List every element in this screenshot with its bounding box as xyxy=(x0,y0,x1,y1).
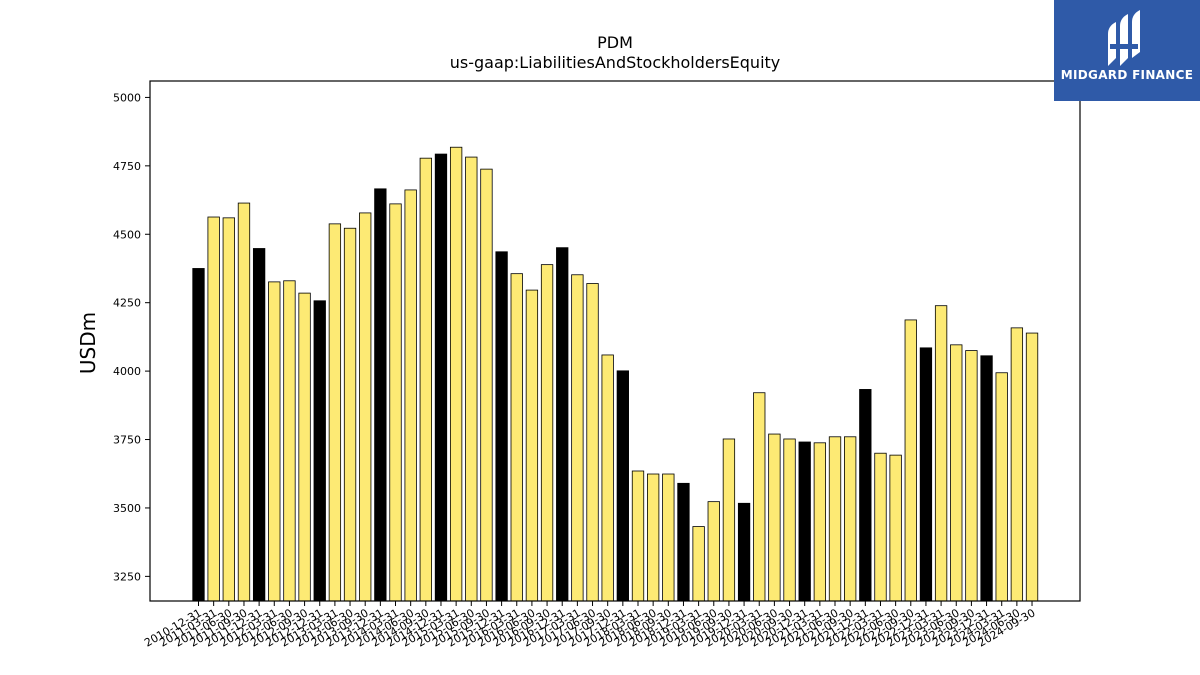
bar-2011-09-30 xyxy=(237,202,251,602)
bar-2015-09-30 xyxy=(480,168,493,602)
bar-2017-09-30 xyxy=(601,354,614,602)
bar-2019-12-31 xyxy=(737,502,751,602)
bar-2018-06-30 xyxy=(647,473,660,602)
bar-2020-12-31 xyxy=(798,441,811,602)
bar-2018-12-31 xyxy=(677,482,690,602)
bar-2018-03-31 xyxy=(631,470,645,602)
bar-2012-06-30 xyxy=(283,280,296,602)
bar-2015-03-31 xyxy=(449,146,463,602)
bar-2013-12-31 xyxy=(374,188,387,602)
bar-2023-03-31 xyxy=(934,305,948,602)
plot-frame xyxy=(149,80,1081,602)
bar-2014-06-30 xyxy=(404,189,417,602)
chart-subtitle: us-gaap:LiabilitiesAndStockholdersEquity xyxy=(450,53,781,72)
bar-2022-09-30 xyxy=(904,319,917,602)
bar-2024-09-30 xyxy=(1025,332,1039,602)
bar-2011-12-31 xyxy=(252,248,266,602)
bar-2011-06-30 xyxy=(222,217,235,602)
bar-2016-06-30 xyxy=(525,289,539,602)
bar-2022-12-31 xyxy=(919,347,933,602)
bar-2015-12-31 xyxy=(495,251,508,602)
bar-2012-03-31 xyxy=(268,281,281,602)
y-tick-label: 4500 xyxy=(113,228,141,241)
y-tick-label: 3500 xyxy=(113,502,141,515)
bars-group xyxy=(192,146,1039,602)
bar-2014-09-30 xyxy=(419,157,432,602)
y-axis-label: USDm xyxy=(76,312,100,374)
bar-2020-09-30 xyxy=(783,438,796,602)
bar-2022-03-31 xyxy=(874,452,887,602)
bar-2017-03-31 xyxy=(571,274,584,602)
bar-2014-03-31 xyxy=(389,203,402,602)
bar-2017-12-31 xyxy=(616,370,629,602)
bar-2023-09-30 xyxy=(965,350,978,602)
brand-name: MIDGARD FINANCE xyxy=(1060,68,1194,82)
bar-2012-12-31 xyxy=(313,300,326,602)
bar-2013-09-30 xyxy=(359,212,372,602)
brand-logo: MIDGARD FINANCE xyxy=(1054,0,1200,101)
bar-2015-06-30 xyxy=(465,156,478,602)
bar-2022-06-30 xyxy=(889,454,902,602)
y-axis: 3250 3500 3750 4000 4250 4500 4750 5000 xyxy=(113,91,150,583)
bar-2013-03-31 xyxy=(328,223,342,602)
bar-2020-06-30 xyxy=(768,433,781,602)
bar-2020-03-31 xyxy=(753,392,766,602)
y-tick-label: 4250 xyxy=(113,297,141,310)
bar-2016-03-31 xyxy=(510,273,523,602)
bar-2013-06-30 xyxy=(343,227,357,602)
y-tick-label: 4750 xyxy=(113,160,141,173)
bar-2021-09-30 xyxy=(844,436,857,602)
bar-2016-09-30 xyxy=(540,264,554,602)
bar-2011-03-31 xyxy=(207,216,220,602)
bar-2024-03-31 xyxy=(995,372,1008,602)
bar-2023-06-30 xyxy=(950,344,963,602)
bar-2021-06-30 xyxy=(828,436,842,602)
bar-2012-09-30 xyxy=(298,292,311,602)
bar-2016-12-31 xyxy=(556,247,569,602)
chart-title: PDM xyxy=(597,33,633,52)
bar-2018-09-30 xyxy=(662,473,675,602)
bar-2021-03-31 xyxy=(813,442,827,602)
bar-2021-12-31 xyxy=(859,389,872,602)
y-tick-label: 4000 xyxy=(113,365,141,378)
bar-2014-12-31 xyxy=(434,153,448,602)
bar-2019-03-31 xyxy=(692,526,705,602)
y-tick-label: 5000 xyxy=(113,91,141,104)
bar-2017-06-30 xyxy=(586,283,599,602)
bar-2019-09-30 xyxy=(722,438,736,602)
brand-mark-icon xyxy=(1108,10,1140,66)
bar-2019-06-30 xyxy=(707,501,720,602)
bar-2024-06-30 xyxy=(1010,327,1024,602)
y-tick-label: 3750 xyxy=(113,434,141,447)
y-tick-label: 3250 xyxy=(113,570,141,583)
x-axis: 2010-12-312011-03-312011-06-302011-09-30… xyxy=(142,601,1038,650)
bar-2023-12-31 xyxy=(980,355,993,602)
bar-2010-12-31 xyxy=(192,268,205,602)
